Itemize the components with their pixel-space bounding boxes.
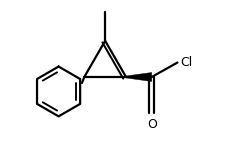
Text: Cl: Cl (179, 56, 191, 69)
Polygon shape (126, 72, 151, 81)
Text: O: O (146, 118, 156, 131)
